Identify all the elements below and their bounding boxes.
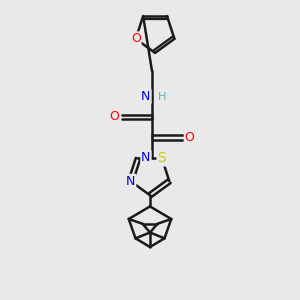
Text: N: N xyxy=(141,90,151,103)
Text: O: O xyxy=(110,110,119,123)
Text: N: N xyxy=(141,151,151,164)
Text: H: H xyxy=(158,92,166,102)
Text: N: N xyxy=(126,175,135,188)
Text: S: S xyxy=(158,152,166,166)
Text: H: H xyxy=(158,153,166,163)
Text: O: O xyxy=(185,131,195,144)
Text: O: O xyxy=(131,32,141,45)
